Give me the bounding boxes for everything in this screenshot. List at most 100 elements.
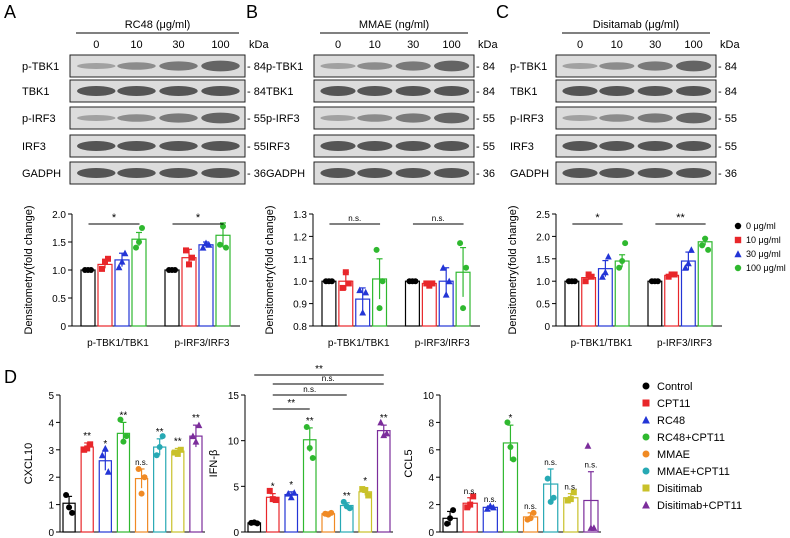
legend-marker-D-0 — [642, 382, 650, 390]
kda-header-C: kDa — [720, 39, 740, 51]
blot-band-B-3-2 — [395, 141, 431, 151]
point-B-0-2-0 — [356, 286, 364, 294]
point-C-0-3-1 — [619, 258, 626, 265]
point-A-0-2-1 — [118, 258, 126, 265]
blot-kda-B-3: - 55 — [476, 141, 495, 153]
point-B-1-3-2 — [463, 264, 470, 271]
point-D1-2-0 — [98, 451, 106, 459]
blot-kda-A-3: - 55 — [247, 141, 266, 153]
blot-band-A-2-2 — [159, 113, 198, 123]
blot-membrane-B-1 — [313, 79, 475, 103]
point-D1-4-0 — [135, 465, 142, 472]
blot-kda-B-4: - 36 — [476, 168, 495, 180]
blot-band-C-1-0 — [562, 86, 598, 96]
blot-band-A-4-1 — [117, 168, 156, 178]
sig-label-D1-1: ** — [83, 431, 91, 442]
blot-row-label-C-1: TBK1 — [510, 86, 538, 98]
y-tick-label-B-4: 1.2 — [293, 232, 307, 243]
blot-band-C-1-3 — [676, 86, 712, 96]
point-C-0-3-2 — [622, 240, 629, 247]
y-tick-label-D3-0: 0 — [428, 528, 434, 538]
point-D2-3-0 — [303, 423, 310, 430]
blot-membrane-A-1 — [69, 79, 246, 103]
point-D3-0-0 — [444, 520, 451, 527]
blot-band-B-0-3 — [434, 60, 470, 72]
y-tick-label-B-3: 1.1 — [293, 255, 307, 266]
y-tick-label-A-2: 1.0 — [52, 266, 66, 277]
y-tick-label-D1-3: 3 — [48, 446, 54, 457]
point-B-0-1-2 — [345, 280, 352, 287]
point-C-1-1-2 — [671, 271, 678, 278]
blot-row-label-C-0: p-TBK1 — [510, 61, 547, 73]
blot-band-B-2-0 — [320, 115, 356, 121]
point-D2-3-2 — [309, 455, 316, 462]
legend-label-C-2: 30 μg/ml — [746, 249, 781, 259]
point-B-0-3-0 — [373, 246, 380, 253]
legend-label-D-3: RC48+CPT11 — [657, 432, 725, 444]
point-B-1-3-0 — [457, 240, 464, 247]
point-D2-6-2 — [365, 492, 372, 499]
dose-label-B-3: 100 — [442, 39, 460, 51]
group-label-B-0: p-TBK1/TBK1 — [328, 338, 390, 349]
legend-label-D-7: Disitimab+CPT11 — [657, 500, 742, 512]
bar-D2-7 — [376, 430, 391, 533]
point-B-0-1-0 — [339, 284, 346, 291]
point-D1-7-1 — [192, 437, 200, 445]
point-D1-7-0 — [189, 432, 197, 440]
blot-row-label-A-3: IRF3 — [22, 141, 46, 153]
bar-A-1-0 — [164, 269, 180, 327]
point-D1-3-1 — [120, 438, 127, 445]
blot-band-C-3-1 — [599, 141, 635, 151]
point-A-0-2-0 — [115, 263, 123, 271]
blot-row-label-A-4: GADPH — [22, 168, 61, 180]
sig-label-D3-2: n.s. — [484, 495, 497, 504]
blot-row-label-B-0: p-TBK1 — [266, 61, 303, 73]
blot-row-label-C-4: GADPH — [510, 168, 549, 180]
point-B-1-2-0 — [439, 264, 447, 271]
legend-label-D-0: Control — [657, 381, 692, 393]
point-D2-2-1 — [287, 493, 295, 501]
point-B-0-3-1 — [376, 305, 383, 312]
y-tick-label-B-5: 1.3 — [293, 210, 307, 221]
point-D2-2-2 — [290, 489, 298, 496]
y-tick-label-D1-1: 1 — [48, 501, 54, 512]
point-D3-4-2 — [530, 509, 537, 516]
dose-label-B-1: 10 — [369, 39, 381, 51]
point-D2-3-1 — [306, 444, 313, 451]
point-B-0-2-1 — [359, 308, 367, 316]
blot-band-B-2-2 — [395, 113, 431, 123]
blot-band-B-0-0 — [320, 63, 356, 69]
point-D2-5-2 — [346, 505, 353, 512]
sig-label-D2-3: ** — [306, 416, 314, 427]
sig-label-D1-7: ** — [192, 413, 200, 424]
point-D2-7-1 — [380, 431, 388, 439]
blot-title-B: MMAE (ng/ml) — [359, 19, 429, 31]
bar-C-0-1 — [581, 277, 597, 327]
blot-membrane-B-4 — [313, 161, 475, 185]
y-tick-label-D1-2: 2 — [48, 473, 54, 484]
blot-band-A-2-3 — [201, 112, 240, 124]
y-axis-title-A: Densitometry(fold change) — [23, 205, 35, 334]
y-tick-label-D2-2: 10 — [228, 437, 240, 448]
blot-band-C-3-0 — [562, 141, 598, 151]
y-tick-label-D2-1: 5 — [233, 482, 239, 493]
point-D3-4-1 — [527, 515, 534, 522]
point-C-1-2-2 — [687, 246, 695, 253]
y-tick-label-B-0: 0.8 — [293, 322, 307, 333]
blot-band-C-2-0 — [562, 115, 598, 121]
blot-band-B-3-3 — [434, 141, 470, 151]
legend-label-C-0: 0 μg/ml — [746, 221, 776, 231]
bar-D1-6 — [171, 450, 185, 533]
point-A-1-3-2 — [223, 244, 229, 251]
bar-C-1-0 — [647, 280, 663, 327]
blot-band-B-3-1 — [357, 141, 393, 151]
bar-C-1-2 — [680, 260, 696, 327]
point-D1-1-1 — [84, 445, 91, 452]
point-C-1-2-1 — [684, 259, 692, 267]
panel-letter-D: D — [4, 367, 17, 387]
point-D3-6-2 — [570, 489, 577, 496]
legend-label-C-3: 100 μg/ml — [746, 263, 786, 273]
legend-label-D-5: MMAE+CPT11 — [657, 466, 730, 478]
point-D1-6-1 — [174, 450, 181, 457]
dose-label-C-0: 0 — [577, 39, 583, 51]
